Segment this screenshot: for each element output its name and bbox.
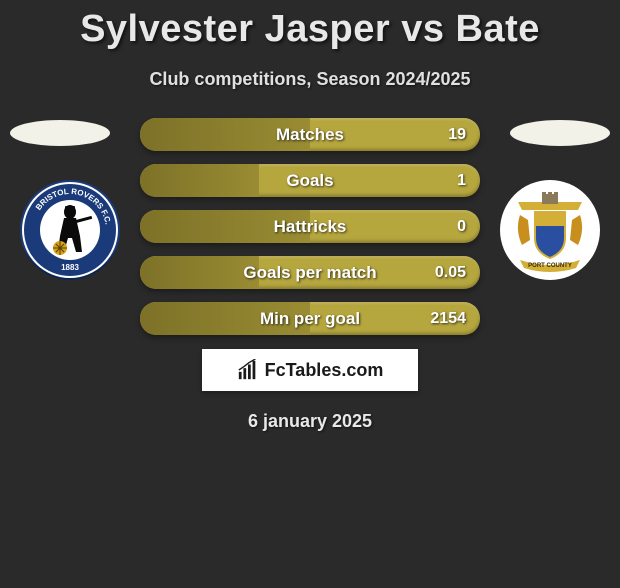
stat-bar-label: Hattricks bbox=[274, 217, 347, 237]
stat-bar: Hattricks 0 bbox=[140, 210, 480, 243]
stat-bar-value: 19 bbox=[448, 126, 466, 144]
stat-bar: Goals per match 0.05 bbox=[140, 256, 480, 289]
svg-text:1883: 1883 bbox=[61, 263, 79, 272]
stat-bar-label: Goals bbox=[286, 171, 333, 191]
stat-bar-label: Matches bbox=[276, 125, 344, 145]
brand-box[interactable]: FcTables.com bbox=[202, 349, 418, 391]
club-crest-right: PORT COUNTY bbox=[500, 180, 600, 280]
stat-bars: Matches 19 Goals 1 Hattricks 0 Goals per match… bbox=[140, 118, 480, 335]
date-label: 6 january 2025 bbox=[0, 411, 620, 432]
player-right-ellipse bbox=[510, 120, 610, 146]
stat-bar: Min per goal 2154 bbox=[140, 302, 480, 335]
player-left-ellipse bbox=[10, 120, 110, 146]
subtitle: Club competitions, Season 2024/2025 bbox=[0, 69, 620, 90]
stat-bar-value: 0 bbox=[457, 218, 466, 236]
brand-label: FcTables.com bbox=[265, 360, 384, 381]
comparison-area: BRISTOL ROVERS F.C. 1883 PORT COUNTY bbox=[0, 118, 620, 335]
svg-text:PORT COUNTY: PORT COUNTY bbox=[528, 263, 572, 269]
bristol-rovers-crest-icon: BRISTOL ROVERS F.C. 1883 bbox=[20, 180, 120, 280]
stat-bar: Goals 1 bbox=[140, 164, 480, 197]
stat-bar: Matches 19 bbox=[140, 118, 480, 151]
stat-bar-fill bbox=[140, 164, 259, 197]
stat-bar-value: 2154 bbox=[430, 310, 466, 328]
stat-bar-value: 1 bbox=[457, 172, 466, 190]
stat-bar-value: 0.05 bbox=[435, 264, 466, 282]
stat-bar-label: Min per goal bbox=[260, 309, 360, 329]
stat-bar-label: Goals per match bbox=[243, 263, 376, 283]
stat-bar-fill bbox=[140, 256, 259, 289]
chart-icon bbox=[237, 359, 259, 381]
stockport-county-crest-icon: PORT COUNTY bbox=[500, 180, 600, 280]
club-crest-left: BRISTOL ROVERS F.C. 1883 bbox=[20, 180, 120, 280]
page-title: Sylvester Jasper vs Bate bbox=[0, 8, 620, 51]
